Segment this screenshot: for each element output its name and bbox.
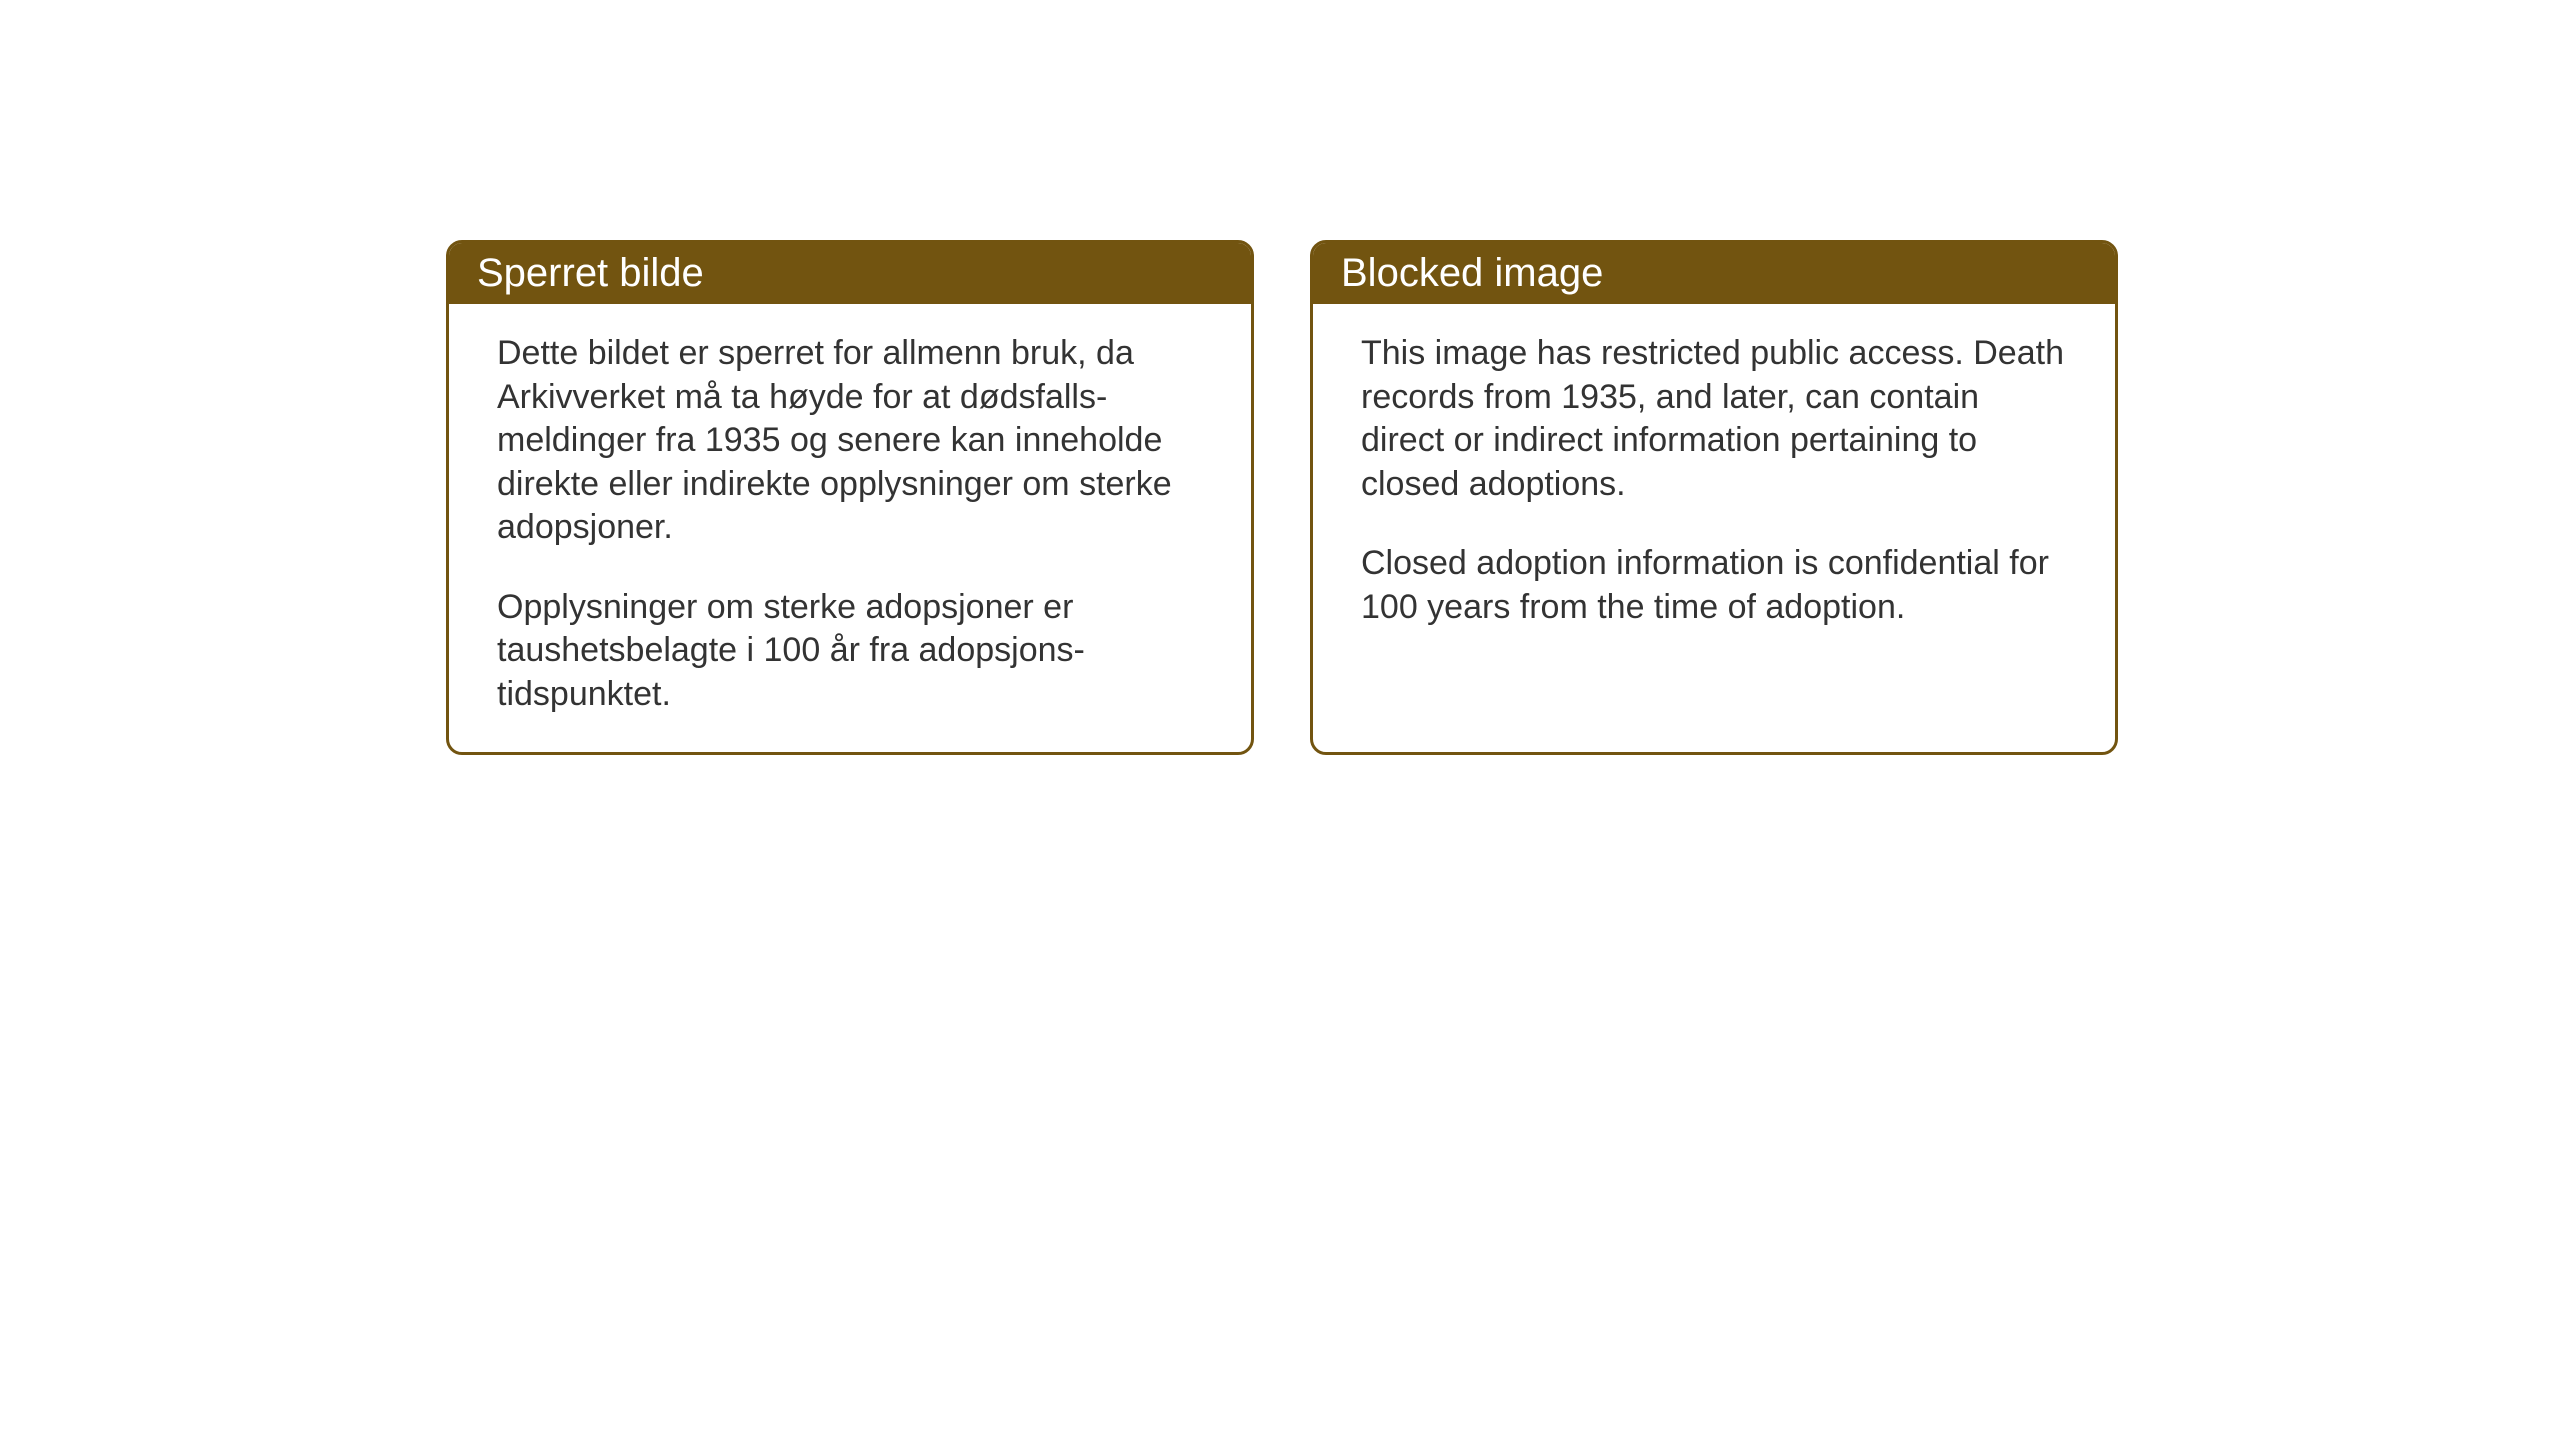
card-english-paragraph-2: Closed adoption information is confident… bbox=[1361, 542, 2067, 629]
card-english-title: Blocked image bbox=[1341, 251, 1603, 295]
card-norwegian-title: Sperret bilde bbox=[477, 251, 704, 295]
cards-container: Sperret bilde Dette bildet er sperret fo… bbox=[446, 240, 2118, 755]
card-english-body: This image has restricted public access.… bbox=[1313, 304, 2115, 665]
card-norwegian-paragraph-1: Dette bildet er sperret for allmenn bruk… bbox=[497, 332, 1203, 550]
card-english-paragraph-1: This image has restricted public access.… bbox=[1361, 332, 2067, 506]
card-english-header: Blocked image bbox=[1313, 243, 2115, 304]
card-norwegian-paragraph-2: Opplysninger om sterke adopsjoner er tau… bbox=[497, 586, 1203, 717]
card-norwegian-body: Dette bildet er sperret for allmenn bruk… bbox=[449, 304, 1251, 752]
card-norwegian: Sperret bilde Dette bildet er sperret fo… bbox=[446, 240, 1254, 755]
card-english: Blocked image This image has restricted … bbox=[1310, 240, 2118, 755]
card-norwegian-header: Sperret bilde bbox=[449, 243, 1251, 304]
